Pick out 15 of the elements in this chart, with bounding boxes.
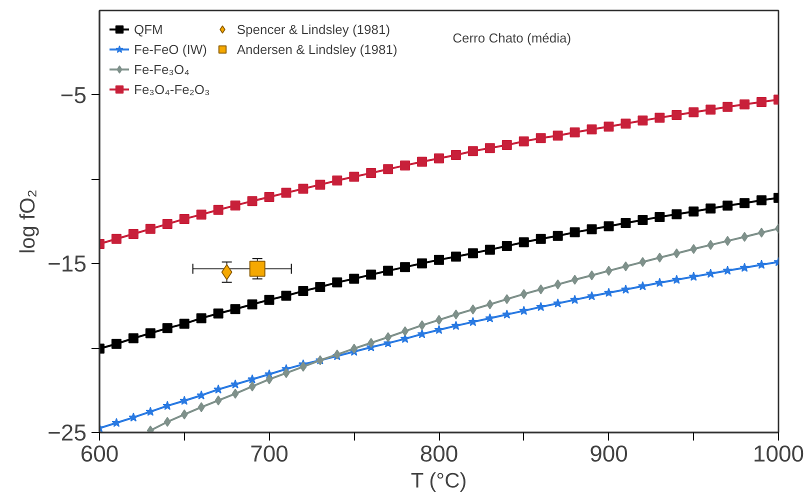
y-axis-title: log fO₂ [16, 189, 40, 254]
y-tick-label: −5 [60, 82, 87, 108]
legend-label: Spencer & Lindsley (1981) [236, 20, 390, 38]
x-tick-label: 900 [590, 440, 628, 466]
x-tick-label: 800 [420, 440, 458, 466]
x-axis-title: T (°C) [410, 470, 467, 492]
legend-label: Andersen & Lindsley (1981) [236, 40, 398, 58]
legend-label: QFM [134, 20, 163, 38]
annotation: Cerro Chato (média) [452, 30, 572, 46]
x-tick-label: 700 [250, 440, 288, 466]
legend-label: Fe₃O₄-Fe₂O₃ [134, 80, 210, 98]
x-tick-label: 1000 [752, 440, 804, 466]
legend-label: Fe-Fe₃O₄ [134, 60, 190, 78]
legend-label: Fe-FeO (IW) [134, 40, 207, 58]
y-tick-label: −15 [47, 250, 86, 277]
